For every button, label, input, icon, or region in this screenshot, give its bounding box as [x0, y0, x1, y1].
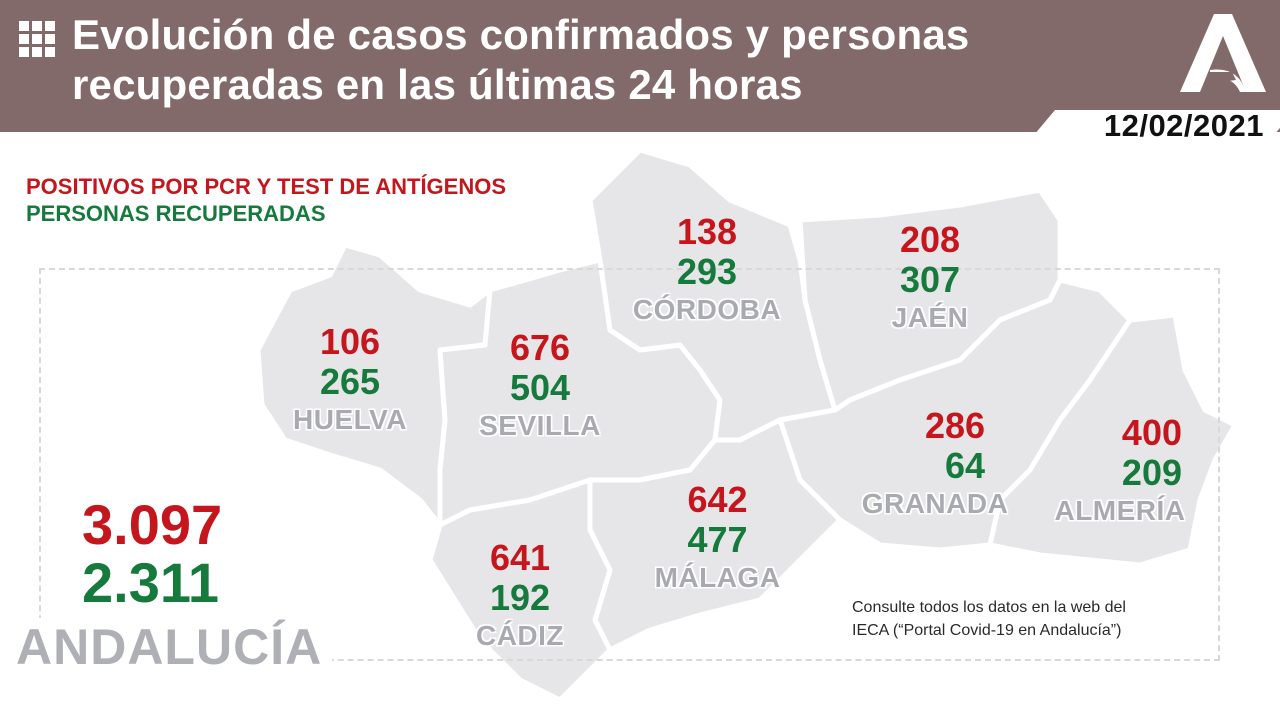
page-title: Evolución de casos confirmados y persona…	[72, 10, 969, 110]
province-sevilla: 676 504 SEVILLA	[470, 328, 610, 444]
cases-value: 641	[489, 537, 551, 578]
cases-value: 208	[899, 219, 961, 260]
header-banner: Evolución de casos confirmados y persona…	[0, 0, 1280, 132]
province-name: CÁDIZ	[475, 620, 565, 651]
cases-value: 400	[1121, 412, 1182, 453]
recovered-value: 192	[489, 577, 551, 618]
legend: POSITIVOS POR PCR Y TEST DE ANTÍGENOS PE…	[26, 173, 506, 227]
province-granada: 286 64 GRANADA	[860, 406, 1010, 522]
recovered-value: 477	[687, 519, 748, 560]
total-cases-value: 3.097	[82, 493, 223, 556]
recovered-value: 265	[319, 361, 381, 402]
province-malaga: 642 477 MÁLAGA	[650, 480, 785, 596]
province-jaen: 208 307 JAÉN	[870, 220, 990, 336]
recovered-value: 293	[676, 251, 738, 292]
legend-recovered: PERSONAS RECUPERADAS	[26, 201, 326, 226]
province-name: JAÉN	[891, 302, 969, 333]
note-line-2: IECA (“Portal Covid-19 en Andalucía”)	[852, 622, 1122, 639]
grid-icon	[19, 21, 55, 57]
recovered-value: 64	[944, 445, 986, 486]
cases-value: 106	[319, 321, 381, 362]
province-name: GRANADA	[861, 488, 1009, 519]
cases-value: 642	[687, 479, 748, 520]
province-name: HUELVA	[293, 404, 407, 435]
total-andalucia: 3.097 2.311	[82, 496, 222, 612]
cases-value: 676	[509, 327, 571, 368]
recovered-value: 307	[899, 259, 961, 300]
map-province-cadiz	[427, 477, 613, 703]
title-line-1: Evolución de casos confirmados y persona…	[72, 11, 970, 58]
map-province-almeria	[987, 312, 1238, 568]
province-cadiz: 641 192 CÁDIZ	[470, 538, 570, 654]
region-name: ANDALUCÍA	[16, 618, 333, 676]
province-name: ALMERÍA	[1054, 495, 1186, 526]
junta-andalucia-logo-icon	[1180, 14, 1266, 92]
province-name: SEVILLA	[479, 410, 601, 441]
recovered-value: 209	[1121, 452, 1182, 493]
title-line-2: recuperadas en las últimas 24 horas	[72, 61, 803, 108]
province-cordoba: 138 293 CÓRDOBA	[632, 212, 782, 328]
legend-cases: POSITIVOS POR PCR Y TEST DE ANTÍGENOS	[26, 174, 507, 199]
cases-value: 286	[924, 405, 986, 446]
province-huelva: 106 265 HUELVA	[290, 322, 410, 438]
report-date: 12/02/2021	[1103, 108, 1264, 143]
total-recovered-value: 2.311	[82, 551, 220, 614]
recovered-value: 504	[509, 367, 571, 408]
province-name: CÓRDOBA	[632, 294, 782, 325]
note-line-1: Consulte todos los datos en la web del	[852, 599, 1126, 616]
province-name: MÁLAGA	[654, 562, 781, 593]
province-almeria: 400 209 ALMERÍA	[1050, 413, 1190, 529]
dashed-frame	[39, 268, 1220, 661]
cases-value: 138	[676, 211, 738, 252]
source-note: Consulte todos los datos en la web del I…	[852, 596, 1126, 642]
